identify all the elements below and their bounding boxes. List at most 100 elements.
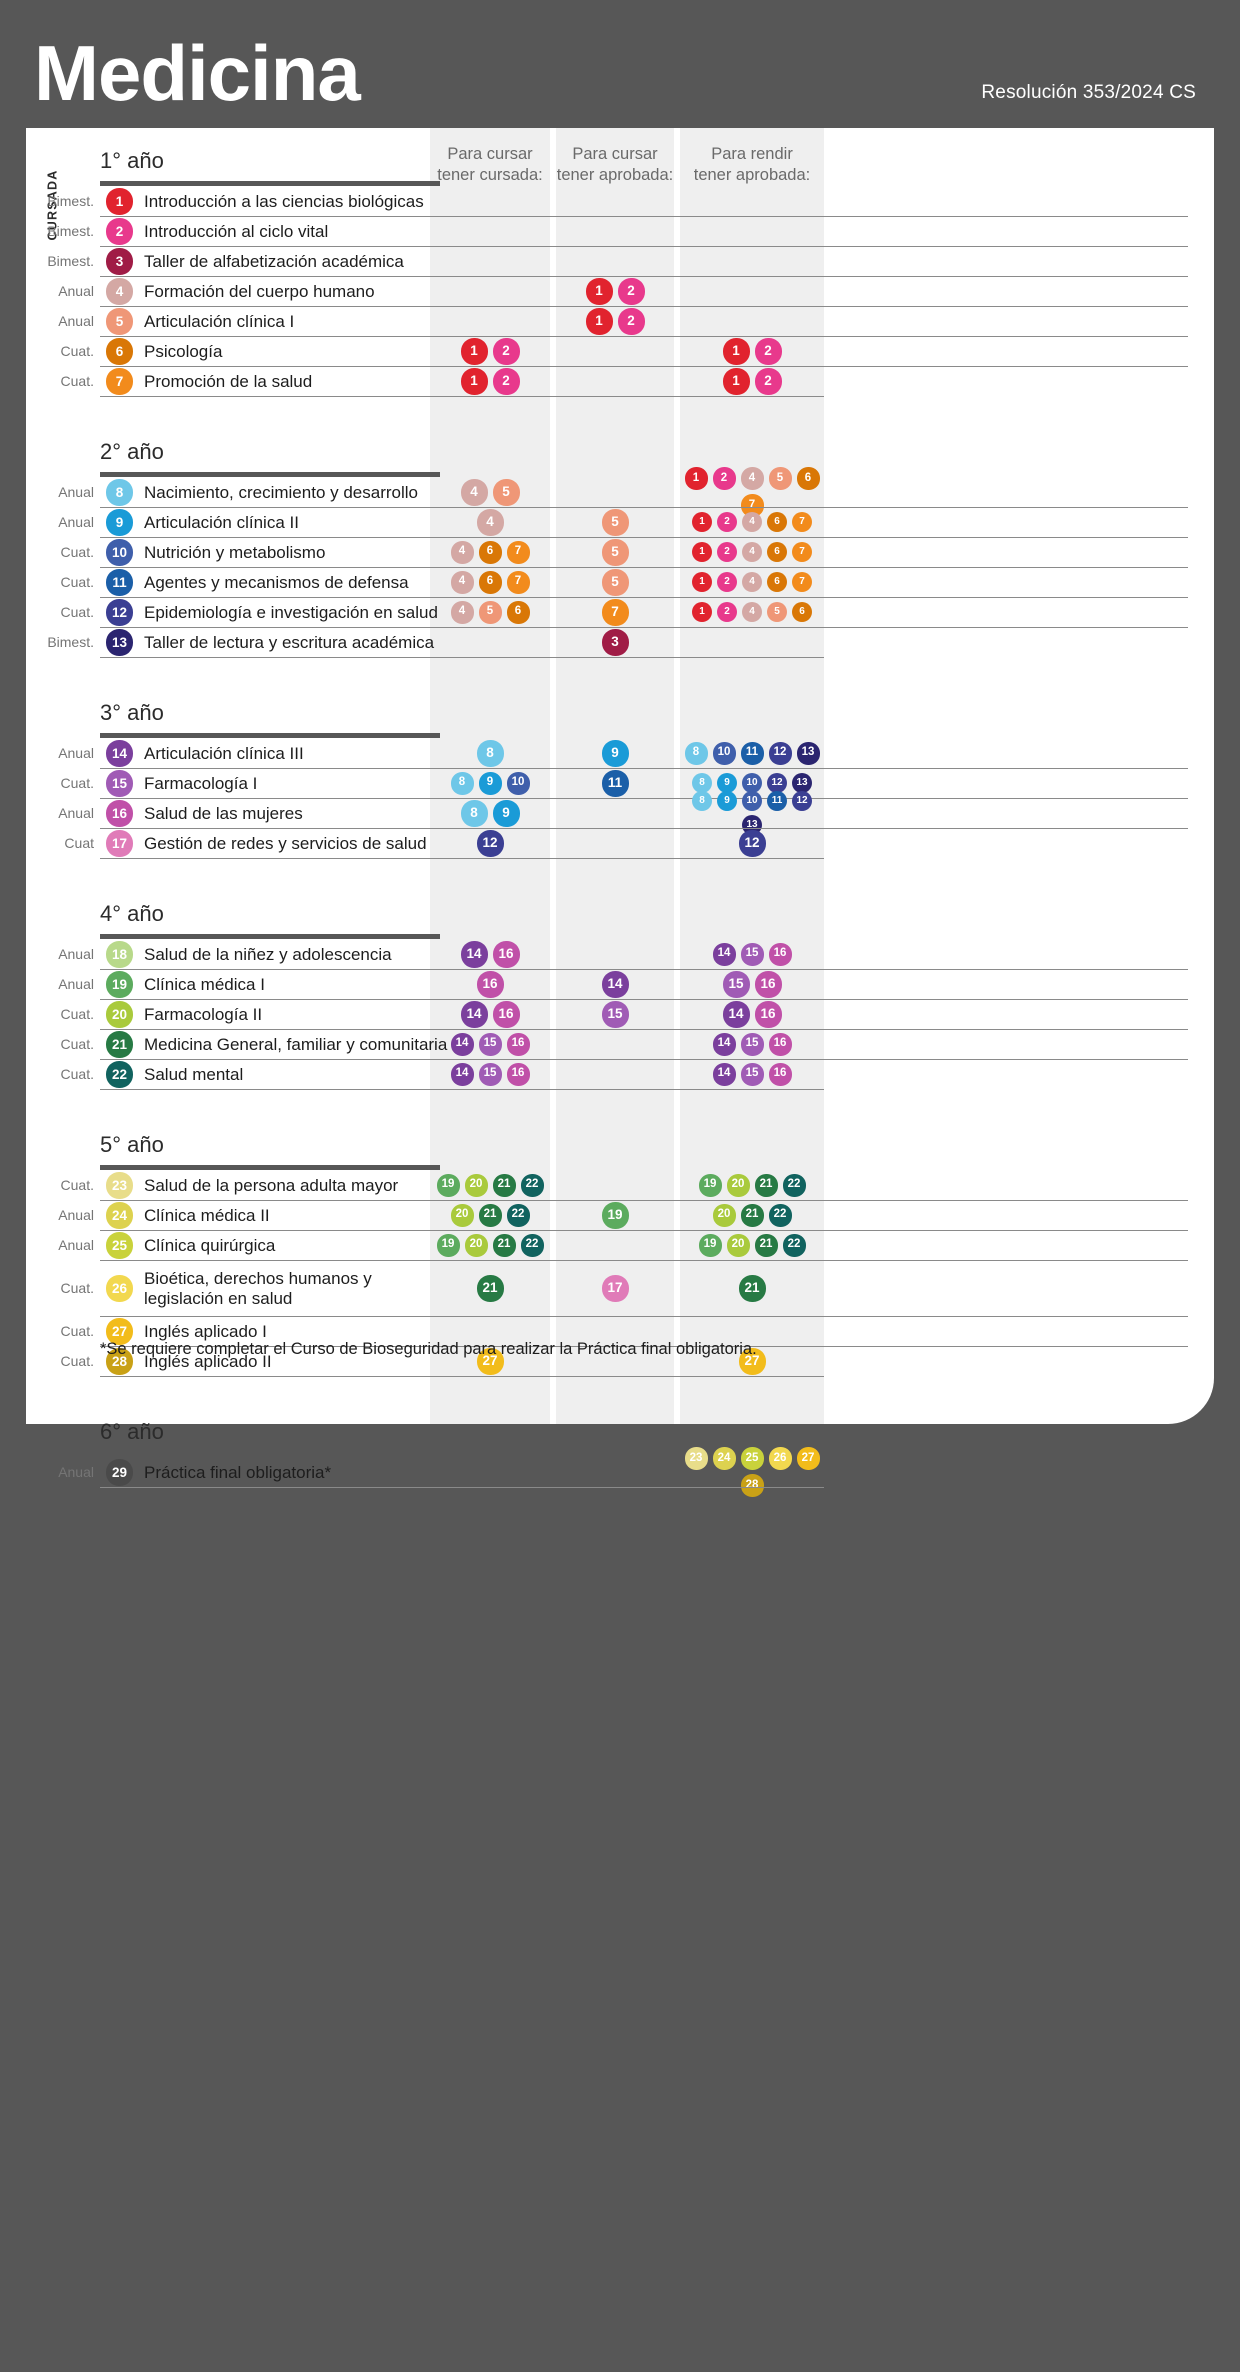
requirement-cell-c2-row-14: 9 <box>556 738 674 768</box>
requirement-badge-4: 4 <box>450 570 474 594</box>
subject-period-23: Cuat. <box>60 1177 94 1193</box>
requirement-cell-c1-row-17: 12 <box>430 828 550 858</box>
subject-row-4[interactable]: Anual 4 Formación del cuerpo humano 1 2 <box>26 276 1188 306</box>
poster-footer: @saludunlpam FACULTAD DE CIENCIAS DE LA … <box>0 1424 1240 2372</box>
requirement-cell-c2-row-6 <box>556 336 674 366</box>
subject-row-2[interactable]: Bimest. 2 Introducción al ciclo vital <box>26 216 1188 246</box>
curriculum-card: Para cursar tener cursada: Para cursar t… <box>26 128 1214 1497</box>
requirement-badge-2: 2 <box>617 307 645 335</box>
year-closing-rule <box>100 1376 824 1377</box>
subject-row-24[interactable]: Anual 24 Clínica médica II 20 21 22 19 20 21 22 <box>26 1200 1188 1230</box>
subject-row-25[interactable]: Anual 25 Clínica quirúrgica 19 20 21 22 19 20 21 2… <box>26 1230 1188 1260</box>
subject-row-9[interactable]: Anual 9 Articulación clínica II 4 5 1 2 4 6 7 <box>26 507 1188 537</box>
requirement-badge-15: 15 <box>740 1032 764 1056</box>
subject-number-badge-18: 18 <box>106 941 133 968</box>
requirement-cell-c2-row-15: 11 <box>556 768 674 798</box>
requirement-badge-2: 2 <box>754 337 782 365</box>
requirement-badge-14: 14 <box>460 940 488 968</box>
year-closing-rule <box>100 657 824 658</box>
subject-row-12[interactable]: Cuat. 12 Epidemiología e investigación en … <box>26 597 1188 627</box>
requirement-badge-5: 5 <box>492 478 520 506</box>
requirement-badge-22: 22 <box>782 1233 806 1257</box>
subject-row-7[interactable]: Cuat. 7 Promoción de la salud 1 2 1 2 <box>26 366 1188 396</box>
subject-number-badge-9: 9 <box>106 509 133 536</box>
requirement-badge-9: 9 <box>717 791 737 811</box>
subject-number-badge-12: 12 <box>106 599 133 626</box>
subject-cell-22: 22 Salud mental <box>100 1059 1188 1089</box>
requirement-badge-14: 14 <box>722 1000 750 1028</box>
year-heading-rule <box>100 733 440 738</box>
requirement-badge-21: 21 <box>738 1274 766 1302</box>
column-header-line1: Para cursar <box>572 145 658 163</box>
subject-row-16[interactable]: Anual 16 Salud de las mujeres 8 9 8 9 10 11 12 13 <box>26 791 1188 835</box>
subject-row-13[interactable]: Bimest. 13 Taller de lectura y escritura a… <box>26 627 1188 657</box>
subject-period-29: Anual <box>58 1464 94 1480</box>
subject-row-15[interactable]: Cuat. 15 Farmacología I 8 9 10 11 8 9 10 12 13 <box>26 768 1188 798</box>
subject-row-1[interactable]: Bimest. 1 Introducción a las ciencias biol… <box>26 186 1188 216</box>
subject-row-26[interactable]: Cuat. 26 Bioética, derechos humanos y legis… <box>26 1260 1188 1316</box>
requirement-badge-13: 13 <box>792 773 812 793</box>
subject-row-18[interactable]: Anual 18 Salud de la niñez y adolescencia 1… <box>26 939 1188 969</box>
page-title: Medicina <box>34 29 361 117</box>
requirement-cell-c2-row-23 <box>556 1170 674 1200</box>
subject-name-28: Inglés aplicado II <box>144 1351 272 1371</box>
subject-number-badge-16: 16 <box>106 800 133 827</box>
requirement-badge-12: 12 <box>767 773 787 793</box>
requirement-badge-21: 21 <box>492 1233 516 1257</box>
subject-name-26: Bioética, derechos humanos y legislación … <box>144 1268 372 1308</box>
subject-row-20[interactable]: Cuat. 20 Farmacología II 14 16 15 14 16 <box>26 999 1188 1029</box>
subject-name-1: Introducción a las ciencias biológicas <box>144 191 424 211</box>
requirement-cell-c3-row-14: 8 10 11 12 13 <box>680 738 824 768</box>
subject-number-badge-23: 23 <box>106 1172 133 1199</box>
requirement-badge-1: 1 <box>692 602 712 622</box>
subject-row-27[interactable]: Cuat. 27 Inglés aplicado I <box>26 1316 1188 1346</box>
requirement-cell-c2-row-26: 17 <box>556 1260 674 1316</box>
subject-name-2: Introducción al ciclo vital <box>144 221 329 241</box>
subject-row-10[interactable]: Cuat. 10 Nutrición y metabolismo 4 6 7 5 1 2 4 6 7 <box>26 537 1188 567</box>
subject-row-19[interactable]: Anual 19 Clínica médica I 16 14 15 16 <box>26 969 1188 999</box>
requirement-cell-c2-row-7 <box>556 366 674 396</box>
subject-row-17[interactable]: Cuat 17 Gestión de redes y servicios de sa… <box>26 828 1188 858</box>
subject-row-14[interactable]: Anual 14 Articulación clínica III 8 9 8 10 11 12… <box>26 738 1188 768</box>
subject-name-25: Clínica quirúrgica <box>144 1235 276 1255</box>
subject-row-21[interactable]: Cuat. 21 Medicina General, familiar y comu… <box>26 1029 1188 1059</box>
subject-row-22[interactable]: Cuat. 22 Salud mental 14 15 16 14 15 16 <box>26 1059 1188 1089</box>
subject-row-6[interactable]: Cuat. 6 Psicología 1 2 1 2 <box>26 336 1188 366</box>
subject-cell-24: 24 Clínica médica II <box>100 1200 1188 1230</box>
subject-row-23[interactable]: Cuat. 23 Salud de la persona adulta mayor 1… <box>26 1170 1188 1200</box>
requirement-badge-5: 5 <box>478 600 502 624</box>
requirement-cell-c3-row-18: 14 15 16 <box>680 939 824 969</box>
requirement-badge-8: 8 <box>692 773 712 793</box>
requirement-badge-16: 16 <box>492 1000 520 1028</box>
requirement-cell-c1-row-23: 19 20 21 22 <box>430 1170 550 1200</box>
requirement-badge-15: 15 <box>740 942 764 966</box>
year-closing-rule <box>100 396 824 397</box>
requirement-badge-15: 15 <box>601 1000 629 1028</box>
subject-row-11[interactable]: Cuat. 11 Agentes y mecanismos de defensa 4 6… <box>26 567 1188 597</box>
subject-name-3: Taller de alfabetización académica <box>144 251 404 271</box>
requirement-cell-c2-row-25 <box>556 1230 674 1260</box>
requirement-badge-6: 6 <box>792 602 812 622</box>
requirement-cell-c3-row-19: 15 16 <box>680 969 824 999</box>
subject-row-28[interactable]: Cuat. 28 Inglés aplicado II 27 27 <box>26 1346 1188 1376</box>
subject-cell-1: 1 Introducción a las ciencias biológicas <box>100 186 1188 216</box>
requirement-cell-c1-row-24: 20 21 22 <box>430 1200 550 1230</box>
requirement-cell-c2-row-3 <box>556 246 674 276</box>
requirement-badge-15: 15 <box>478 1032 502 1056</box>
requirement-badge-16: 16 <box>492 940 520 968</box>
subject-cell-5: 5 Articulación clínica I <box>100 306 1188 336</box>
requirement-badge-2: 2 <box>617 277 645 305</box>
requirement-cell-c2-row-1 <box>556 186 674 216</box>
subject-row-8[interactable]: Anual 8 Nacimiento, crecimiento y desarrol… <box>26 467 1188 517</box>
year-heading-rule <box>100 472 440 477</box>
subject-period-2: Bimest. <box>47 223 94 239</box>
subject-row-29[interactable]: Anual 29 Práctica final obligatoria* 23 24 25… <box>26 1447 1188 1497</box>
subject-row-3[interactable]: Bimest. 3 Taller de alfabetización académi… <box>26 246 1188 276</box>
subject-name-20: Farmacología II <box>144 1004 263 1024</box>
